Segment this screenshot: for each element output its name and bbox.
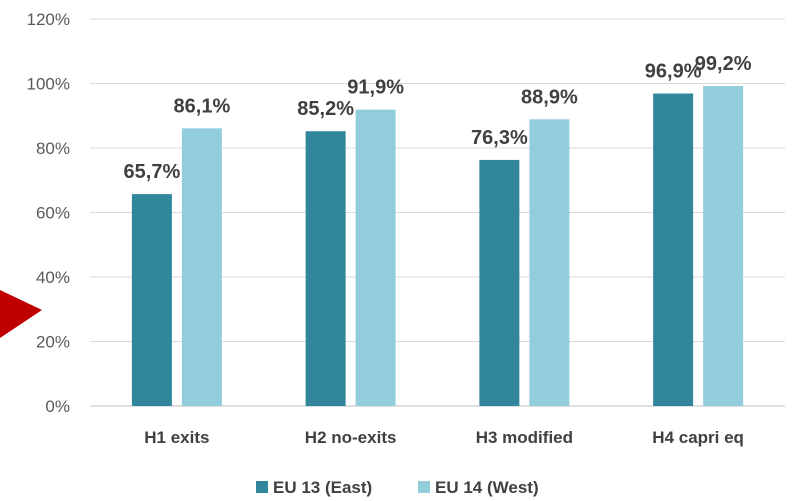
bar-eu13-1 <box>131 194 172 406</box>
legend: EU 13 (East) EU 14 (West) <box>256 478 539 497</box>
legend-swatch <box>418 481 430 493</box>
x-axis: H1 exits H2 no-exits H3 modified H4 capri e… <box>144 428 744 447</box>
bar-eu13-2 <box>305 131 346 407</box>
data-label: 86,1% <box>174 95 231 117</box>
y-tick-label: 120% <box>27 10 70 29</box>
bar-eu13-4 <box>653 93 694 406</box>
bars <box>131 86 744 407</box>
bar-eu13-3 <box>479 159 520 406</box>
bar-eu14-1 <box>181 128 222 406</box>
bar-eu14-4 <box>703 86 744 406</box>
x-tick-label: H3 modified <box>476 428 573 447</box>
x-tick-label: H2 no-exits <box>305 428 397 447</box>
data-label: 88,9% <box>521 86 578 108</box>
red-arrow-marker <box>0 290 42 338</box>
legend-swatch <box>256 481 268 493</box>
x-tick-label: H1 exits <box>144 428 209 447</box>
y-tick-label: 60% <box>36 204 70 223</box>
data-label: 76,3% <box>471 127 528 149</box>
data-label: 65,7% <box>124 161 181 183</box>
legend-label: EU 13 (East) <box>273 478 372 497</box>
data-label: 96,9% <box>645 60 702 82</box>
y-tick-label: 100% <box>27 75 70 94</box>
data-label: 85,2% <box>297 98 354 120</box>
y-tick-label: 0% <box>45 397 70 416</box>
bar-eu14-3 <box>529 119 570 407</box>
data-label: 99,2% <box>695 53 752 75</box>
x-tick-label: H4 capri eq <box>652 428 744 447</box>
y-tick-label: 80% <box>36 139 70 158</box>
legend-label: EU 14 (West) <box>435 478 539 497</box>
data-label: 91,9% <box>347 77 404 99</box>
y-tick-label: 40% <box>36 268 70 287</box>
y-tick-label: 20% <box>36 333 70 352</box>
y-axis: 0% 20% 40% 60% 80% 100% 120% <box>27 10 70 416</box>
data-labels: 65,7% 86,1% 85,2%91,9% 76,3% 88,9% 96,9%99,2% <box>124 53 752 183</box>
bar-eu14-2 <box>355 109 396 406</box>
